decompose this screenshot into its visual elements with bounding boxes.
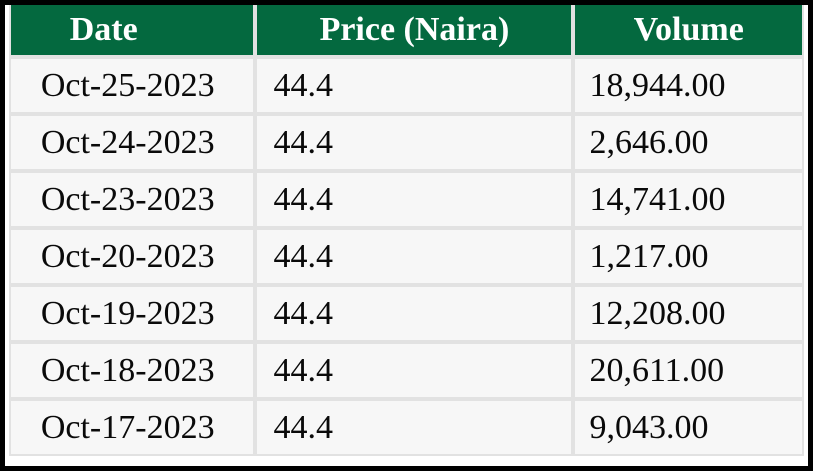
price-cell: 44.4 [255,57,574,114]
date-cell: Oct-23-2023 [9,171,256,228]
price-cell: 44.4 [255,285,574,342]
volume-cell: 1,217.00 [573,228,804,285]
volume-cell: 2,646.00 [573,114,804,171]
table-row: Oct-25-2023 44.4 18,944.00 [9,57,804,114]
table-row: Oct-17-2023 44.4 9,043.00 [9,399,804,456]
table-row: Oct-18-2023 44.4 20,611.00 [9,342,804,399]
volume-cell: 12,208.00 [573,285,804,342]
volume-cell: 20,611.00 [573,342,804,399]
price-cell: 44.4 [255,342,574,399]
table-row: Oct-19-2023 44.4 12,208.00 [9,285,804,342]
volume-cell: 18,944.00 [573,57,804,114]
date-cell: Oct-20-2023 [9,228,256,285]
date-cell: Oct-19-2023 [9,285,256,342]
table-body: Oct-25-2023 44.4 18,944.00 Oct-24-2023 4… [9,57,804,456]
table-row: Oct-23-2023 44.4 14,741.00 [9,171,804,228]
column-header-price: Price (Naira) [255,5,574,57]
price-cell: 44.4 [255,399,574,456]
volume-cell: 9,043.00 [573,399,804,456]
date-cell: Oct-25-2023 [9,57,256,114]
date-cell: Oct-17-2023 [9,399,256,456]
price-cell: 44.4 [255,171,574,228]
price-cell: 44.4 [255,228,574,285]
table-header-row: Date Price (Naira) Volume [9,5,804,57]
column-header-date: Date [9,5,256,57]
table-row: Oct-20-2023 44.4 1,217.00 [9,228,804,285]
column-header-volume: Volume [573,5,804,57]
date-cell: Oct-18-2023 [9,342,256,399]
price-cell: 44.4 [255,114,574,171]
stock-price-table: Date Price (Naira) Volume Oct-25-2023 44… [9,5,804,456]
volume-cell: 14,741.00 [573,171,804,228]
table-sheet: Date Price (Naira) Volume Oct-25-2023 44… [5,5,808,466]
table-row: Oct-24-2023 44.4 2,646.00 [9,114,804,171]
date-cell: Oct-24-2023 [9,114,256,171]
